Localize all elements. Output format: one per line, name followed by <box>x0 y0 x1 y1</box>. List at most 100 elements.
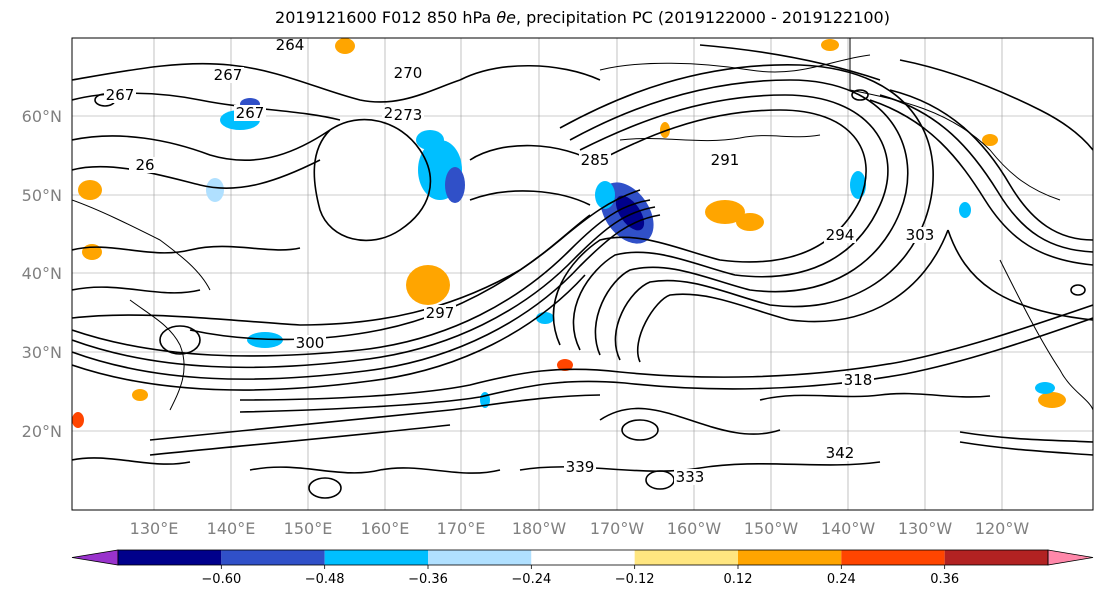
coastline <box>619 134 821 142</box>
lon-label: 140°E <box>207 519 256 538</box>
colorbar-tick-label: −0.48 <box>305 572 345 587</box>
contour-line <box>72 457 191 465</box>
shade-blob <box>78 180 102 200</box>
colorbar-extend-high <box>1047 549 1094 566</box>
contour-label: 333 <box>676 468 705 486</box>
colorbar-bin <box>944 550 1048 565</box>
map-title: 2019121600 F012 850 hPa θe, precipitatio… <box>0 8 1105 27</box>
colorbar-tick-label: 0.12 <box>724 572 753 587</box>
contour-label: 26 <box>135 156 154 174</box>
lon-label: 120°W <box>975 519 1030 538</box>
contour-label-bg <box>234 105 266 121</box>
colorbar-bin <box>221 550 325 565</box>
colorbar-bin <box>738 550 842 565</box>
title-suffix: , precipitation PC (2019122000 - 2019122… <box>515 8 890 27</box>
contour-line <box>899 59 1093 151</box>
colorbar-frame <box>117 549 1049 566</box>
contour-loop <box>851 89 869 101</box>
contour-label-bg <box>904 227 936 243</box>
contour-line <box>313 118 432 242</box>
colorbar-tick-label: −0.60 <box>201 572 241 587</box>
lon-label: 130°E <box>130 519 179 538</box>
title-prefix: 2019121600 F012 850 hPa <box>275 8 497 27</box>
plot-area <box>72 38 1093 510</box>
contour-label: 339 <box>566 458 595 476</box>
shade-blob <box>445 167 465 203</box>
contour-line <box>149 394 601 441</box>
lon-label: 130°W <box>898 519 953 538</box>
shade-blob <box>72 412 84 428</box>
contour-label-bg <box>579 152 611 168</box>
shade-blob <box>206 178 224 202</box>
contour-loop <box>308 477 342 499</box>
colorbar-bin <box>531 550 635 565</box>
contour-line <box>72 286 201 294</box>
contour-line <box>72 214 661 380</box>
colorbar-tick-label: 0.24 <box>827 572 856 587</box>
contour-line <box>699 44 881 81</box>
shade-blob <box>335 38 355 54</box>
shade-blob <box>821 39 839 51</box>
colorbar: −0.60 −0.48 −0.36 −0.24 −0.12 0.12 0.24 0.36 <box>71 549 1094 587</box>
lon-label: 160°W <box>667 519 722 538</box>
shade-blob <box>557 359 573 371</box>
coastline <box>129 299 185 411</box>
contour-label-bg <box>392 107 424 123</box>
contour-line <box>239 317 1093 413</box>
lat-label: 60°N <box>22 107 62 126</box>
contour-line <box>239 304 1093 401</box>
lon-label: 170°E <box>437 519 486 538</box>
contour-line <box>889 89 1093 241</box>
contour-label-bg <box>842 372 874 388</box>
lat-label: 20°N <box>22 422 62 441</box>
shade-blob <box>1038 392 1066 408</box>
contour-loop <box>159 325 201 355</box>
shade-blob <box>406 265 450 305</box>
coastline <box>599 54 871 73</box>
colorbar-tick-label: −0.12 <box>615 572 655 587</box>
lat-label: 40°N <box>22 264 62 283</box>
shade-blob <box>1035 382 1055 394</box>
contour-label: 264 <box>276 36 305 54</box>
coastline <box>72 199 211 291</box>
map-layer: 2642672672702762732672628529129429730030… <box>72 36 1093 510</box>
contour-line <box>72 206 656 369</box>
contour-line <box>759 392 991 401</box>
theta-e-contours <box>72 44 1093 499</box>
lon-label: 160°E <box>361 519 410 538</box>
contour-label: 267 <box>236 104 265 122</box>
shade-blob <box>595 181 615 209</box>
contour-line <box>72 274 586 391</box>
shade-blob <box>660 122 670 138</box>
shade-blob <box>536 312 554 324</box>
coastline <box>999 259 1093 411</box>
contour-label-bg <box>674 469 706 485</box>
title-symbol: θe <box>496 8 516 27</box>
contour-label-bg <box>392 65 424 81</box>
colorbar-extend-low <box>71 549 119 566</box>
lon-label: 150°W <box>744 519 799 538</box>
contour-label: 294 <box>826 226 855 244</box>
contour-label-bg <box>212 67 244 83</box>
contour-label: 318 <box>844 371 873 389</box>
lon-label: 150°E <box>284 519 333 538</box>
contour-line <box>599 407 781 435</box>
contour-loop <box>1070 284 1086 296</box>
contour-line <box>72 62 461 103</box>
colorbar-tick-label: −0.36 <box>408 572 448 587</box>
contour-label-bg <box>274 38 306 53</box>
shade-blob <box>247 332 283 348</box>
contour-label: 300 <box>296 334 325 352</box>
contour-label-bg <box>294 335 326 351</box>
longitude-labels: 130°E 140°E 150°E 160°E 170°E 180°W 170°W 160°W… <box>130 519 1030 538</box>
contour-loop <box>621 419 659 441</box>
contour-label-bg <box>564 459 596 475</box>
contour-line <box>959 431 1093 443</box>
contour-labels: 2642672672702762732672628529129429730030… <box>104 36 936 486</box>
colorbar-tick-label: −0.24 <box>511 572 551 587</box>
contour-line <box>947 229 1093 321</box>
coastlines <box>72 38 1093 411</box>
shade-blob <box>850 171 866 199</box>
contour-label: 285 <box>581 151 610 169</box>
